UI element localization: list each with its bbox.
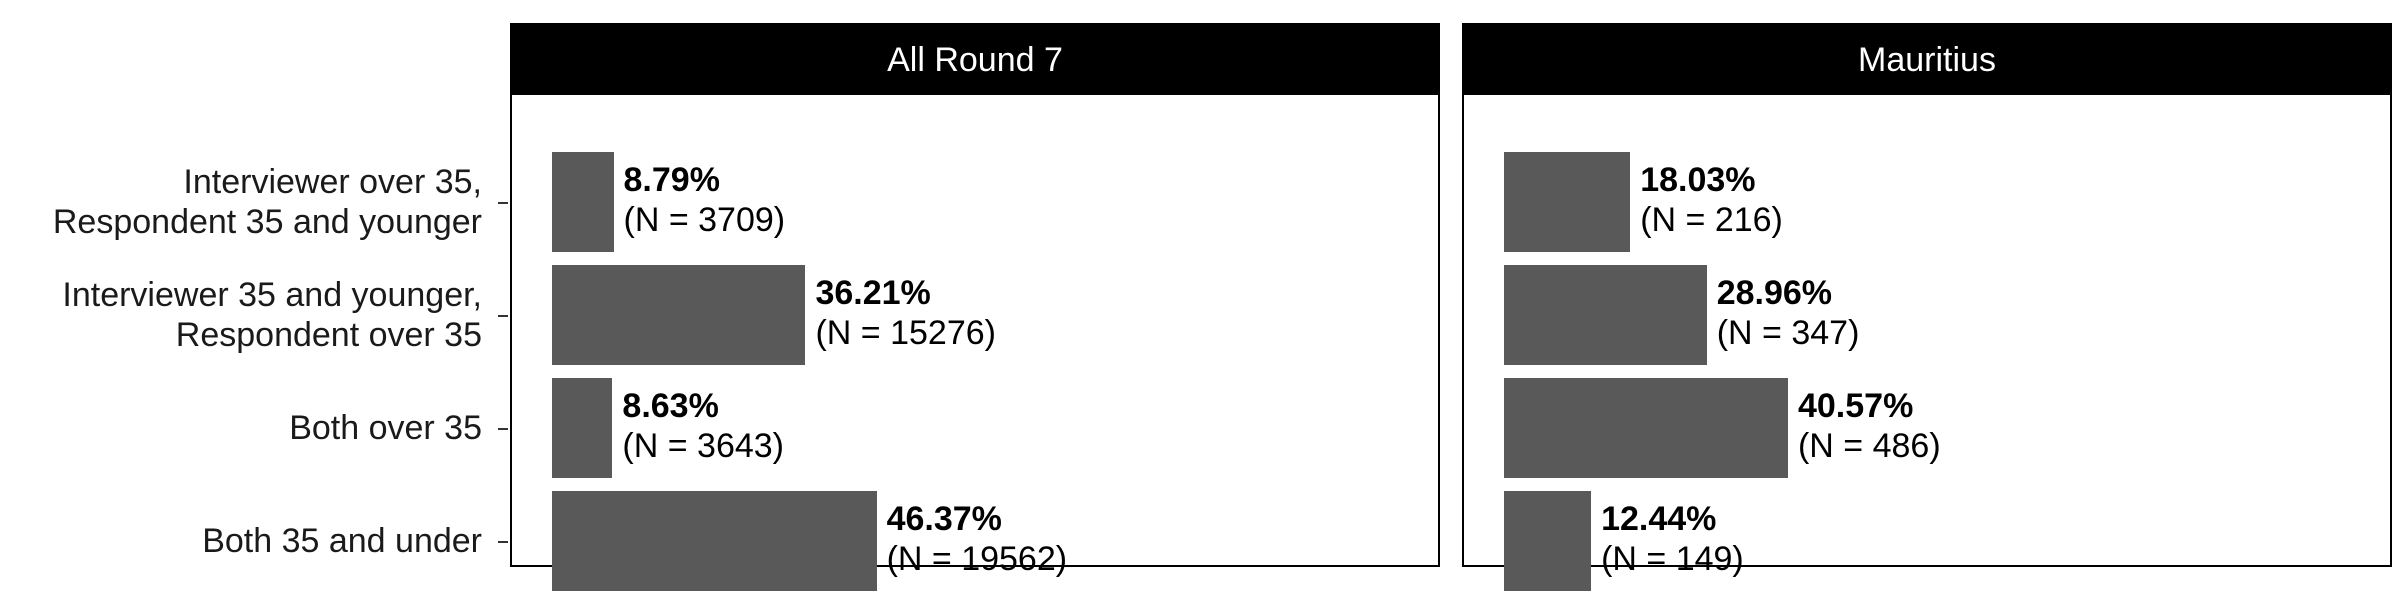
data-label: 18.03% (N = 216): [1640, 160, 1783, 240]
bar: [552, 152, 614, 252]
data-label-percent: 18.03%: [1640, 161, 1756, 199]
category-label: Both 35 and under: [12, 521, 482, 561]
data-label: 36.21% (N = 15276): [815, 273, 996, 353]
data-label-percent: 28.96%: [1716, 274, 1833, 312]
panel-title-strip: All Round 7: [512, 25, 1438, 95]
category-label-line: Respondent 35 and younger: [52, 203, 482, 241]
data-label-percent: 12.44%: [1601, 500, 1717, 538]
bar: [1504, 152, 1631, 252]
y-axis-tick: [498, 315, 508, 317]
category-label-line: Interviewer over 35,: [183, 163, 482, 201]
data-label-count: (N = 347): [1716, 314, 1860, 352]
y-axis-tick: [498, 202, 508, 204]
category-label: Interviewer 35 and younger, Respondent ov…: [12, 275, 482, 355]
data-label-percent: 36.21%: [815, 274, 931, 312]
bar: [552, 265, 806, 365]
data-label-count: (N = 216): [1640, 201, 1783, 239]
data-label-count: (N = 3709): [623, 201, 786, 239]
category-label: Both over 35: [12, 408, 482, 448]
data-label: 28.96% (N = 347): [1717, 273, 1860, 353]
data-label-count: (N = 19562): [886, 540, 1068, 578]
panel-title: All Round 7: [887, 40, 1063, 79]
panel-mauritius: Mauritius 18.03% (N = 216) 28.96% (N = 347)…: [1462, 23, 2392, 591]
panel-title-strip: Mauritius: [1464, 25, 2390, 95]
category-label-line: Both 35 and under: [202, 522, 482, 560]
panel-all-round-7: All Round 7 8.79% (N = 3709) 36.21% (N = 15…: [510, 23, 1440, 591]
category-label-line: Both over 35: [289, 409, 482, 447]
data-label-percent: 46.37%: [886, 500, 1002, 538]
data-label-percent: 40.57%: [1797, 387, 1914, 425]
data-label: 12.44% (N = 149): [1601, 499, 1744, 579]
category-label: Interviewer over 35, Respondent 35 and yo…: [12, 162, 482, 242]
category-label-line: Respondent over 35: [175, 316, 482, 354]
data-label: 8.79% (N = 3709): [624, 160, 786, 240]
data-label: 40.57% (N = 486): [1798, 386, 1941, 466]
data-label-count: (N = 3643): [622, 427, 784, 465]
data-label-percent: 8.79%: [623, 161, 720, 199]
y-axis-tick: [498, 541, 508, 543]
data-label-count: (N = 15276): [815, 314, 996, 352]
panel-title: Mauritius: [1858, 40, 1996, 79]
bar: [1504, 265, 1707, 365]
category-label-line: Interviewer 35 and younger,: [62, 276, 482, 314]
data-label: 46.37% (N = 19562): [887, 499, 1068, 579]
data-label: 8.63% (N = 3643): [622, 386, 784, 466]
bar: [552, 378, 613, 478]
bar: [1504, 491, 1592, 591]
data-label-count: (N = 486): [1797, 427, 1941, 465]
y-axis-tick: [498, 428, 508, 430]
data-label-percent: 8.63%: [622, 387, 719, 425]
bar: [552, 491, 877, 591]
bar: [1504, 378, 1788, 478]
data-label-count: (N = 149): [1601, 540, 1744, 578]
